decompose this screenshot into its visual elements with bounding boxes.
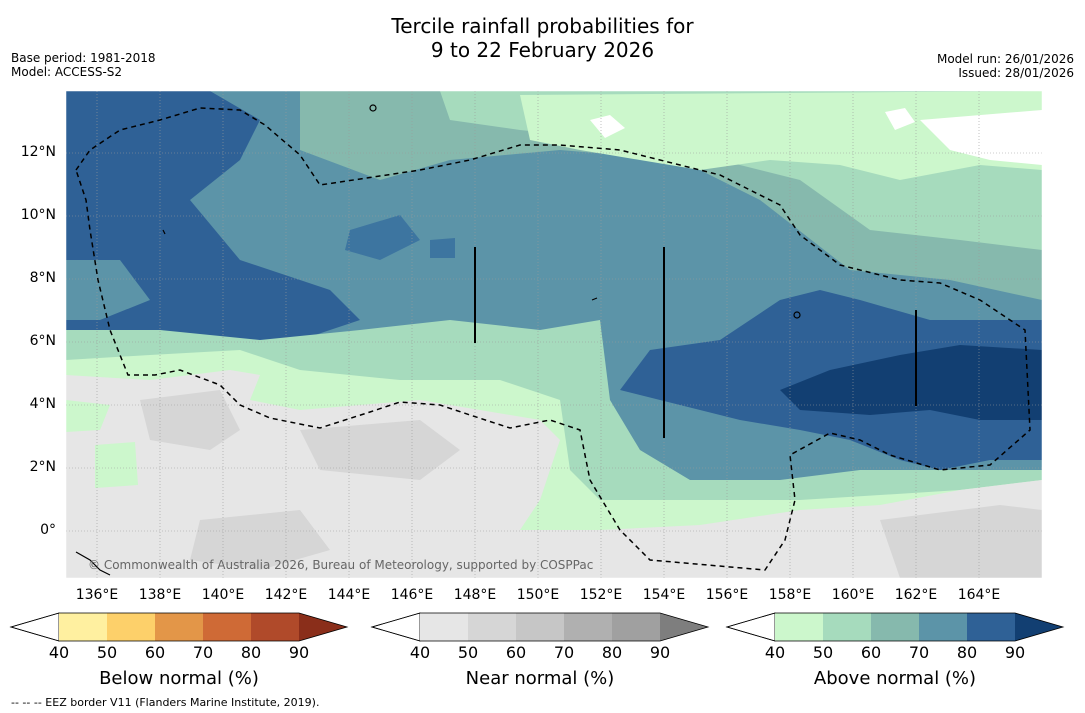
island-outlines [75,104,801,576]
near-tick-80: 80 [601,643,623,662]
below-swatch-60-70 [155,613,203,641]
field-west-mid [66,260,150,320]
below-tick-90: 90 [288,643,310,662]
lat-label-4n: 4°N [29,396,56,412]
near-tick-70: 70 [553,643,575,662]
field-white-2 [590,115,625,138]
near-tick-90: 90 [649,643,671,662]
above-swatch-40-50 [775,613,823,641]
field-white-1 [920,110,1042,165]
lat-label-10n: 10°N [20,207,56,223]
map-vertical-markers [474,247,917,438]
above-swatch-70-80 [919,613,967,641]
near-under-arrow [370,612,421,642]
below-over-arrow [299,613,347,641]
colorbar-below-normal [9,612,349,642]
near-swatch-80-90 [612,613,660,641]
lon-label-158e: 158°E [768,587,812,603]
above-swatch-80-90 [967,613,1015,641]
map-frame [65,90,1043,579]
below-swatch-80-90 [251,613,299,641]
legend-colorbars [9,612,1065,642]
near-tick-40: 40 [409,643,431,662]
model-run: Model run: 26/01/2026 [936,52,1074,66]
above-swatch-60-70 [871,613,919,641]
copyright-notice: © Commonwealth of Australia 2026, Bureau… [88,558,594,572]
field-east-dark [780,345,1042,420]
below-tick-70: 70 [192,643,214,662]
graticule [66,91,1042,578]
lon-label-138e: 138°E [138,587,182,603]
below-tick-80: 80 [240,643,262,662]
below-swatch-40-50 [59,613,107,641]
field-green-patch-2 [66,400,110,432]
lat-label-2n: 2°N [29,459,56,475]
lat-label-8n: 8°N [29,270,56,286]
field-white-3 [885,108,915,130]
near-swatch-50-60 [468,613,516,641]
lon-label-142e: 142°E [264,587,308,603]
near-over-arrow [660,613,708,641]
eez-border [75,107,1031,571]
field-near-normal-dark-4 [190,510,330,570]
below-tick-40: 40 [48,643,70,662]
legend-title-near: Near normal (%) [465,668,615,689]
field-green-patch-1 [95,442,138,488]
lon-label-146e: 146°E [390,587,434,603]
lon-label-160e: 160°E [831,587,875,603]
above-tick-50: 50 [812,643,834,662]
meta-left: Base period: 1981-2018 Model: ACCESS-S2 [11,51,156,79]
lon-label-152e: 152°E [579,587,623,603]
model-name: Model: ACCESS-S2 [11,65,123,79]
below-swatch-70-80 [203,613,251,641]
below-tick-50: 50 [96,643,118,662]
map-field [66,91,1042,578]
legend-title-below: Below normal (%) [99,668,259,689]
lon-label-150e: 150°E [516,587,560,603]
field-west-blue [66,91,360,340]
title-line-2: 9 to 22 February 2026 [430,38,655,62]
issued-date: Issued: 28/01/2026 [958,66,1074,80]
lon-label-164e: 164°E [957,587,1001,603]
near-swatch-40-50 [420,613,468,641]
lat-label-12n: 12°N [20,144,56,160]
above-tick-90: 90 [1004,643,1026,662]
above-under-arrow [725,612,776,642]
field-near-normal-dark-2 [300,420,460,480]
above-over-arrow [1015,613,1063,641]
lon-label-148e: 148°E [453,587,497,603]
near-swatch-70-80 [564,613,612,641]
above-tick-60: 60 [860,643,882,662]
map-title: Tercile rainfall probabilities for 9 to … [0,14,1085,62]
lat-label-0: 0° [40,522,56,538]
eez-footnote: -- -- -- EEZ border V11 (Flanders Marine… [11,696,320,709]
lon-label-162e: 162°E [894,587,938,603]
below-tick-60: 60 [144,643,166,662]
near-swatch-60-70 [516,613,564,641]
lon-label-144e: 144°E [327,587,371,603]
field-near-normal-dark-3 [880,505,1042,578]
below-swatch-50-60 [107,613,155,641]
lon-label-154e: 154°E [642,587,686,603]
field-blob-2 [430,238,455,258]
below-under-arrow [9,612,60,642]
lon-label-156e: 156°E [705,587,749,603]
title-line-1: Tercile rainfall probabilities for [391,14,694,38]
colorbar-near-normal [370,612,710,642]
above-swatch-50-60 [823,613,871,641]
field-blob-1 [345,215,420,260]
base-period: Base period: 1981-2018 [11,51,156,65]
legend-title-above: Above normal (%) [813,668,977,689]
near-tick-50: 50 [457,643,479,662]
lat-label-6n: 6°N [29,333,56,349]
meta-right: Model run: 26/01/2026 Issued: 28/01/2026 [937,52,1074,80]
colorbar-above-normal [725,612,1065,642]
above-tick-70: 70 [908,643,930,662]
lon-label-136e: 136°E [75,587,119,603]
above-tick-40: 40 [764,643,786,662]
near-tick-60: 60 [505,643,527,662]
above-tick-80: 80 [956,643,978,662]
lon-label-140e: 140°E [201,587,245,603]
